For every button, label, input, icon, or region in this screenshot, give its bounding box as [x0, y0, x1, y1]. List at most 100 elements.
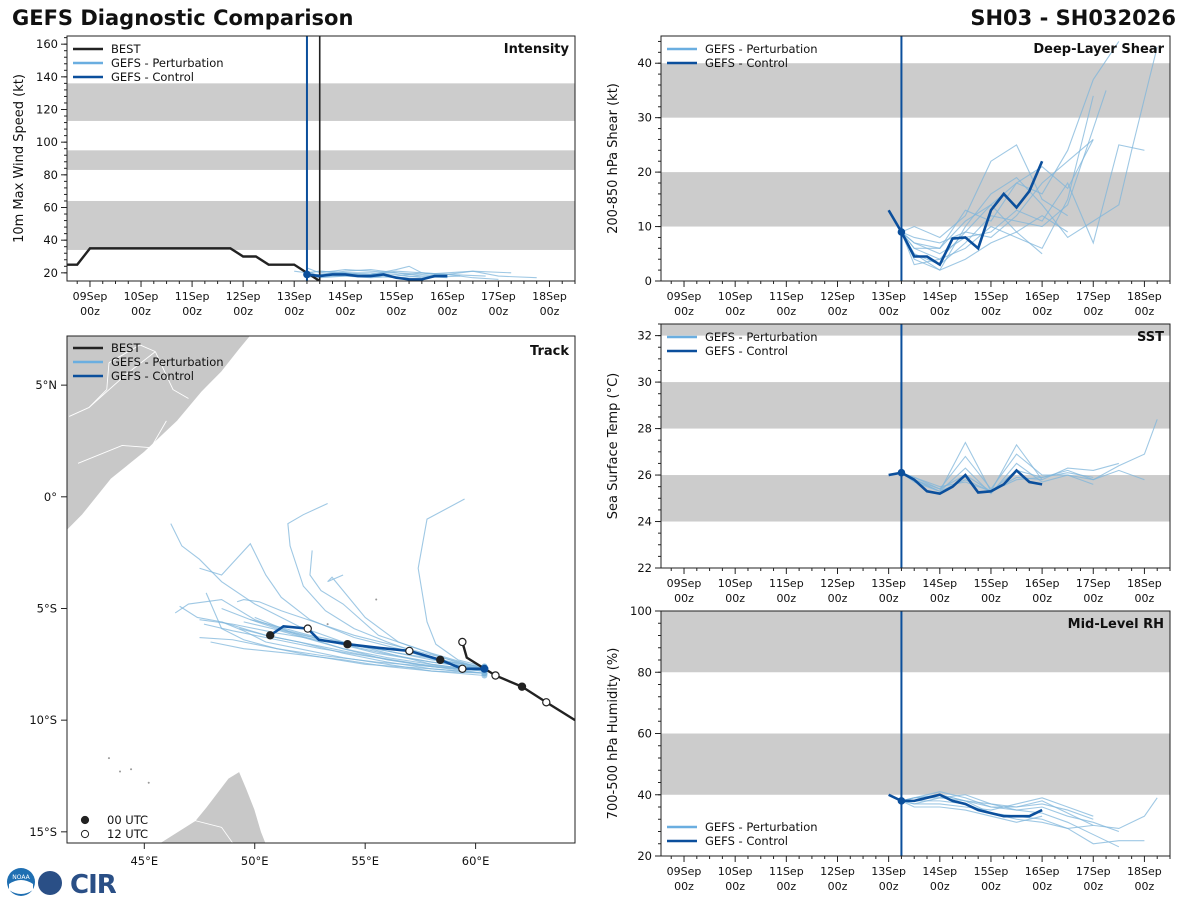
sst-control-line: [888, 468, 1043, 495]
intensity-x-tick-label: 00z: [233, 305, 253, 318]
shear-x-tick-label: 00z: [828, 305, 848, 318]
rh-y-axis-label: 700-500 hPa Humidity (%): [606, 648, 621, 820]
sst-x-tick-label: 00z: [1083, 592, 1103, 605]
shear-x-tick-label: 17Sep: [1076, 290, 1111, 303]
madagascar-landmass: [159, 770, 267, 843]
rh-x-tick-label: 00z: [1032, 880, 1052, 893]
shear-x-tick-label: 00z: [879, 305, 899, 318]
island: [147, 781, 150, 784]
rh-y-tick-label: 100: [630, 604, 652, 618]
shear-y-axis-label: 200-850 hPa Shear (kt): [606, 83, 621, 234]
intensity-y-tick-label: 20: [43, 266, 58, 280]
shear-x-tick-label: 10Sep: [718, 290, 753, 303]
intensity-y-tick-label: 40: [43, 233, 58, 247]
shear-frame: [660, 35, 1171, 282]
sst-y-tick-label: 32: [637, 329, 652, 343]
shear-perturbation-line: [900, 95, 1094, 266]
sst-x-tick-label: 17Sep: [1076, 577, 1111, 590]
rh-panel: 09Sep 00z 10Sep 00z 11Sep 00z 12Sep 00z 13Sep 00z…: [606, 604, 1171, 893]
track-y-tick-label: 15°S: [29, 825, 57, 839]
rh-x-tick-label: 00z: [828, 880, 848, 893]
intensity-x-tick-label: 12Sep: [226, 290, 261, 303]
sst-y-tick-label: 30: [637, 375, 652, 389]
sst-x-tick-label: 09Sep: [667, 577, 702, 590]
intensity-threshold-band: [67, 200, 575, 250]
rh-control-line: [888, 793, 1043, 818]
intensity-x-tick-label: 18Sep: [532, 290, 567, 303]
region-border: [195, 820, 233, 843]
rh-y-tick-label: 80: [637, 665, 652, 679]
track-y-tick-label: 10°S: [29, 713, 57, 727]
intensity-x-tick-label: 00z: [335, 305, 355, 318]
track-perturbation-line: [205, 592, 485, 672]
intensity-best-line: [67, 247, 321, 281]
track-perturbation-line: [210, 641, 485, 674]
rh-perturbation-line: [901, 800, 1043, 823]
sst-x-tick-label: 10Sep: [718, 577, 753, 590]
sst-x-tick-label: 00z: [879, 592, 899, 605]
intensity-panel-title: Intensity: [504, 42, 570, 57]
shear-x-tick-label: 00z: [930, 305, 950, 318]
sst-y-axis-label: Sea Surface Temp (°C): [606, 373, 621, 520]
cira-logo-text: CIRA: [70, 870, 116, 898]
rh-threshold-band: [661, 611, 1170, 673]
shear-x-tick-label: 14Sep: [922, 290, 957, 303]
shear-perturbation-line: [901, 144, 1068, 239]
track-best-marker: [491, 671, 500, 680]
shear-legend-entry: GEFS - Control: [705, 56, 788, 70]
sst-panel: 09Sep 00z 10Sep 00z 11Sep 00z 12Sep 00z 13Sep 00z…: [606, 323, 1171, 605]
track-control-marker: [405, 646, 414, 656]
track-legend-entry: GEFS - Perturbation: [111, 355, 224, 369]
rh-y-tick-label: 40: [637, 788, 652, 802]
intensity-y-tick-label: 80: [43, 168, 58, 182]
intensity-x-tick-label: 00z: [540, 305, 560, 318]
track-perturbation-line: [239, 628, 485, 674]
shear-panel: 09Sep 00z 10Sep 00z 11Sep 00z 12Sep 00z 13Sep 00z…: [606, 35, 1171, 318]
shear-y-tick-label: 40: [637, 56, 652, 70]
shear-perturbation-line: [901, 139, 1094, 249]
intensity-x-tick-label: 00z: [437, 305, 457, 318]
track-perturbation-line: [236, 598, 485, 670]
intensity-x-tick-label: 00z: [131, 305, 151, 318]
sst-legend-entry: GEFS - Perturbation: [705, 330, 818, 344]
intensity-threshold-band: [67, 83, 575, 121]
shear-threshold-band: [661, 63, 1170, 118]
intensity-perturbation-line: [306, 265, 448, 279]
sst-x-tick-label: 00z: [776, 592, 796, 605]
track-utc-legend-entry: 00 UTC: [107, 813, 148, 827]
island: [107, 757, 110, 760]
shear-perturbation-line: [901, 139, 1094, 244]
sst-y-tick-label: 22: [637, 561, 652, 575]
sst-x-tick-label: 00z: [981, 592, 1001, 605]
intensity-x-tick-label: 00z: [284, 305, 304, 318]
rh-legend-entry: GEFS - Control: [705, 834, 788, 848]
shear-legend-entry: GEFS - Perturbation: [705, 42, 818, 56]
country-border: [108, 344, 156, 364]
intensity-y-tick-label: 140: [36, 70, 58, 84]
intensity-control-line: [306, 273, 448, 281]
track-best-line: [461, 641, 575, 722]
rh-x-tick-label: 11Sep: [769, 865, 804, 878]
rh-x-tick-label: 00z: [725, 880, 745, 893]
sst-x-tick-label: 00z: [828, 592, 848, 605]
intensity-x-tick-label: 09Sep: [73, 290, 108, 303]
rh-x-tick-label: 09Sep: [667, 865, 702, 878]
shear-plot-area: [661, 36, 1170, 281]
track-control-marker: [436, 655, 445, 665]
intensity-x-tick-label: 14Sep: [328, 290, 363, 303]
track-x-tick-label: 55°E: [351, 854, 379, 868]
sst-x-tick-label: 00z: [674, 592, 694, 605]
intensity-x-tick-label: 00z: [182, 305, 202, 318]
shear-x-tick-label: 00z: [981, 305, 1001, 318]
shear-x-tick-label: 00z: [776, 305, 796, 318]
rh-perturbation-line: [901, 797, 1094, 817]
rh-threshold-band: [661, 733, 1170, 795]
shear-perturbation-line: [901, 144, 1145, 255]
intensity-init-point: [303, 270, 311, 279]
track-init-point: [480, 664, 489, 673]
track-legend-entry: BEST: [111, 341, 141, 355]
track-x-tick-label: 45°E: [130, 854, 158, 868]
intensity-x-tick-label: 00z: [80, 305, 100, 318]
rh-x-tick-label: 00z: [981, 880, 1001, 893]
